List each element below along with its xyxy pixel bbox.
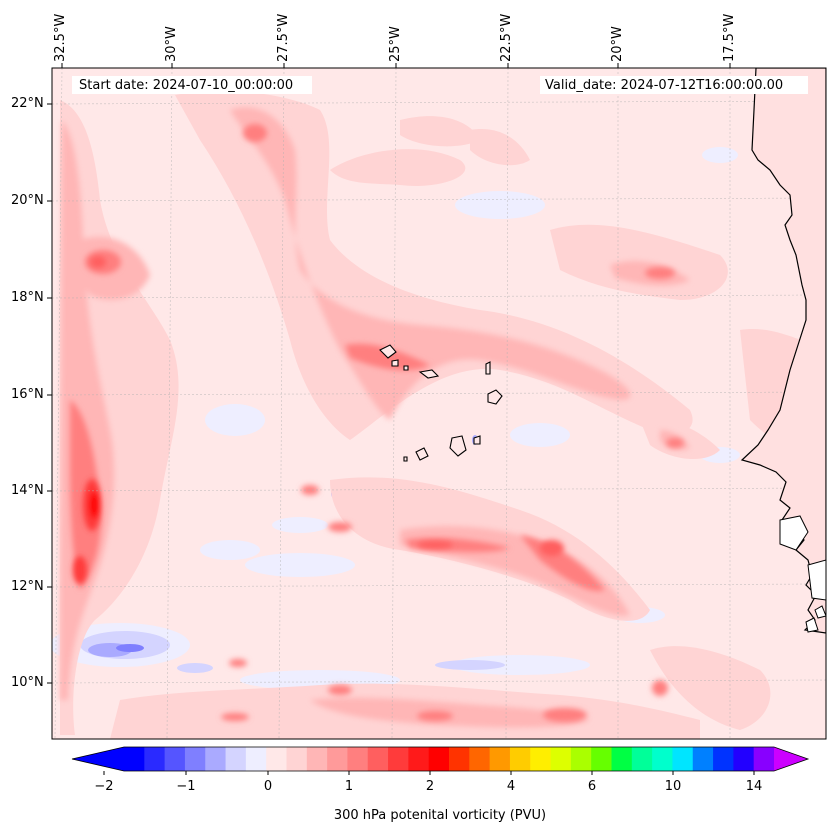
map-ticks bbox=[47, 63, 731, 684]
colorbar-segment bbox=[469, 747, 491, 771]
colorbar-segment bbox=[611, 747, 633, 771]
colorbar-segment bbox=[124, 747, 145, 771]
lon-label-30w: 30°W bbox=[164, 26, 179, 62]
positive-pv-layer-4 bbox=[73, 256, 564, 584]
colorbar-extend-min bbox=[72, 747, 124, 771]
colorbar-segment bbox=[753, 747, 775, 771]
colorbar-tick-label: 14 bbox=[745, 779, 763, 794]
colorbar-segment bbox=[672, 747, 694, 771]
lon-label-25w: 25°W bbox=[388, 26, 403, 62]
coastal-islands-guinea bbox=[779, 515, 826, 633]
colorbar-segment bbox=[347, 747, 369, 771]
lon-label-27-5w: 27.5°W bbox=[276, 13, 291, 62]
valid-date-box bbox=[540, 76, 808, 94]
lat-label-16n: 16°N bbox=[11, 387, 44, 402]
lon-label-22-5w: 22.5°W bbox=[499, 13, 514, 62]
colorbar-segment bbox=[184, 747, 206, 771]
lat-label-12n: 12°N bbox=[11, 579, 44, 594]
colorbar-segment bbox=[408, 747, 430, 771]
colorbar-tick-label: 0 bbox=[263, 779, 273, 794]
colorbar-segment bbox=[164, 747, 186, 771]
colorbar-segment bbox=[245, 747, 267, 771]
lat-label-20n: 20°N bbox=[11, 193, 44, 208]
colorbar-tick-label: −1 bbox=[176, 779, 196, 794]
colorbar-segment bbox=[652, 747, 673, 771]
lat-label-22n: 22°N bbox=[11, 96, 44, 111]
colorbar-outline bbox=[71, 746, 810, 772]
colorbar-segment bbox=[692, 747, 714, 771]
colorbar-segment bbox=[570, 747, 592, 771]
colorbar-segment bbox=[286, 747, 308, 771]
colorbar-label: 300 hPa potenital vorticity (PVU) bbox=[333, 808, 547, 823]
colorbar-tick-label: 10 bbox=[664, 779, 682, 794]
colorbar-tick-label: −2 bbox=[94, 779, 114, 794]
lon-label-17-5w: 17.5°W bbox=[722, 13, 737, 62]
colorbar-segment bbox=[428, 747, 450, 771]
colorbar-segment bbox=[367, 747, 389, 771]
colorbar-tick-label: 6 bbox=[587, 779, 597, 794]
colorbar-tick-label: 4 bbox=[506, 779, 516, 794]
colorbar-segment bbox=[631, 747, 653, 771]
colorbar-segment bbox=[144, 747, 166, 771]
colorbar-tick-label: 1 bbox=[344, 779, 354, 794]
valid-date-label: Valid_date: 2024-07-12T16:00:00.00 bbox=[545, 78, 784, 93]
colorbar-extend-max bbox=[774, 747, 808, 771]
lat-label-10n: 10°N bbox=[11, 675, 44, 690]
map-panel bbox=[52, 68, 826, 739]
colorbar-segment bbox=[591, 747, 612, 771]
colorbar-segment bbox=[509, 747, 531, 771]
lon-label-32-5w: 32.5°W bbox=[53, 13, 68, 62]
colorbar-segment bbox=[266, 747, 287, 771]
colorbar bbox=[71, 746, 810, 775]
colorbar-segment bbox=[530, 747, 552, 771]
start-date-box bbox=[72, 76, 312, 94]
lon-label-20w: 20°W bbox=[610, 26, 625, 62]
colorbar-segment bbox=[225, 747, 247, 771]
gridlines bbox=[52, 68, 826, 739]
colorbar-segment bbox=[489, 747, 511, 771]
colorbar-segment bbox=[327, 747, 348, 771]
map-frame bbox=[51, 67, 827, 740]
lat-label-14n: 14°N bbox=[11, 483, 44, 498]
start-date-label: Start date: 2024-07-10_00:00:00 bbox=[79, 78, 294, 93]
colorbar-segment bbox=[388, 747, 409, 771]
colorbar-segment bbox=[306, 747, 328, 771]
colorbar-segment bbox=[733, 747, 755, 771]
lat-label-18n: 18°N bbox=[11, 290, 44, 305]
colorbar-segment bbox=[713, 747, 734, 771]
colorbar-segment bbox=[205, 747, 227, 771]
colorbar-segment bbox=[449, 747, 470, 771]
colorbar-segment bbox=[550, 747, 572, 771]
colorbar-tick-label: 2 bbox=[425, 779, 435, 794]
offshore-islands bbox=[379, 344, 503, 462]
